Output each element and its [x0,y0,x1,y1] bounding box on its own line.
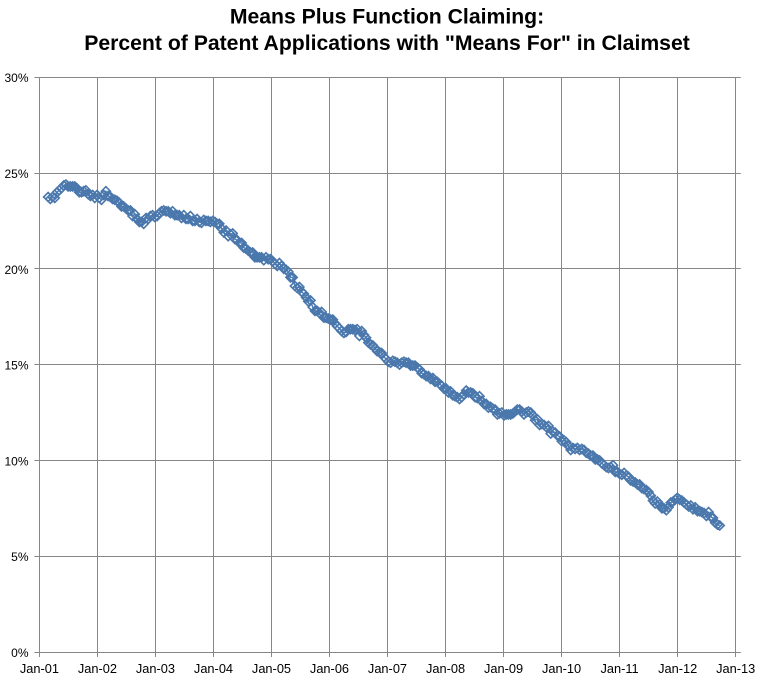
svg-text:Jan-05: Jan-05 [252,661,291,676]
svg-text:20%: 20% [4,263,28,277]
svg-text:5%: 5% [11,550,29,564]
svg-text:Jan-04: Jan-04 [194,661,233,676]
svg-text:10%: 10% [4,454,28,468]
svg-text:Jan-06: Jan-06 [310,661,349,676]
svg-text:15%: 15% [4,359,28,373]
svg-text:25%: 25% [4,167,28,181]
svg-text:Jan-07: Jan-07 [368,661,407,676]
svg-text:Jan-02: Jan-02 [78,661,117,676]
svg-text:Jan-10: Jan-10 [542,661,581,676]
svg-text:Means Plus Function Claiming:: Means Plus Function Claiming: [230,6,544,29]
svg-text:Jan-13: Jan-13 [716,661,755,676]
svg-text:Jan-09: Jan-09 [484,661,523,676]
svg-text:0%: 0% [11,646,29,660]
svg-text:Jan-12: Jan-12 [658,661,697,676]
svg-text:Jan-11: Jan-11 [601,661,639,676]
svg-text:30%: 30% [4,71,28,85]
svg-text:Percent of Patent Applications: Percent of Patent Applications with "Mea… [84,32,690,55]
svg-text:Jan-01: Jan-01 [20,661,59,676]
svg-text:Jan-03: Jan-03 [136,661,175,676]
svg-text:Jan-08: Jan-08 [426,661,465,676]
